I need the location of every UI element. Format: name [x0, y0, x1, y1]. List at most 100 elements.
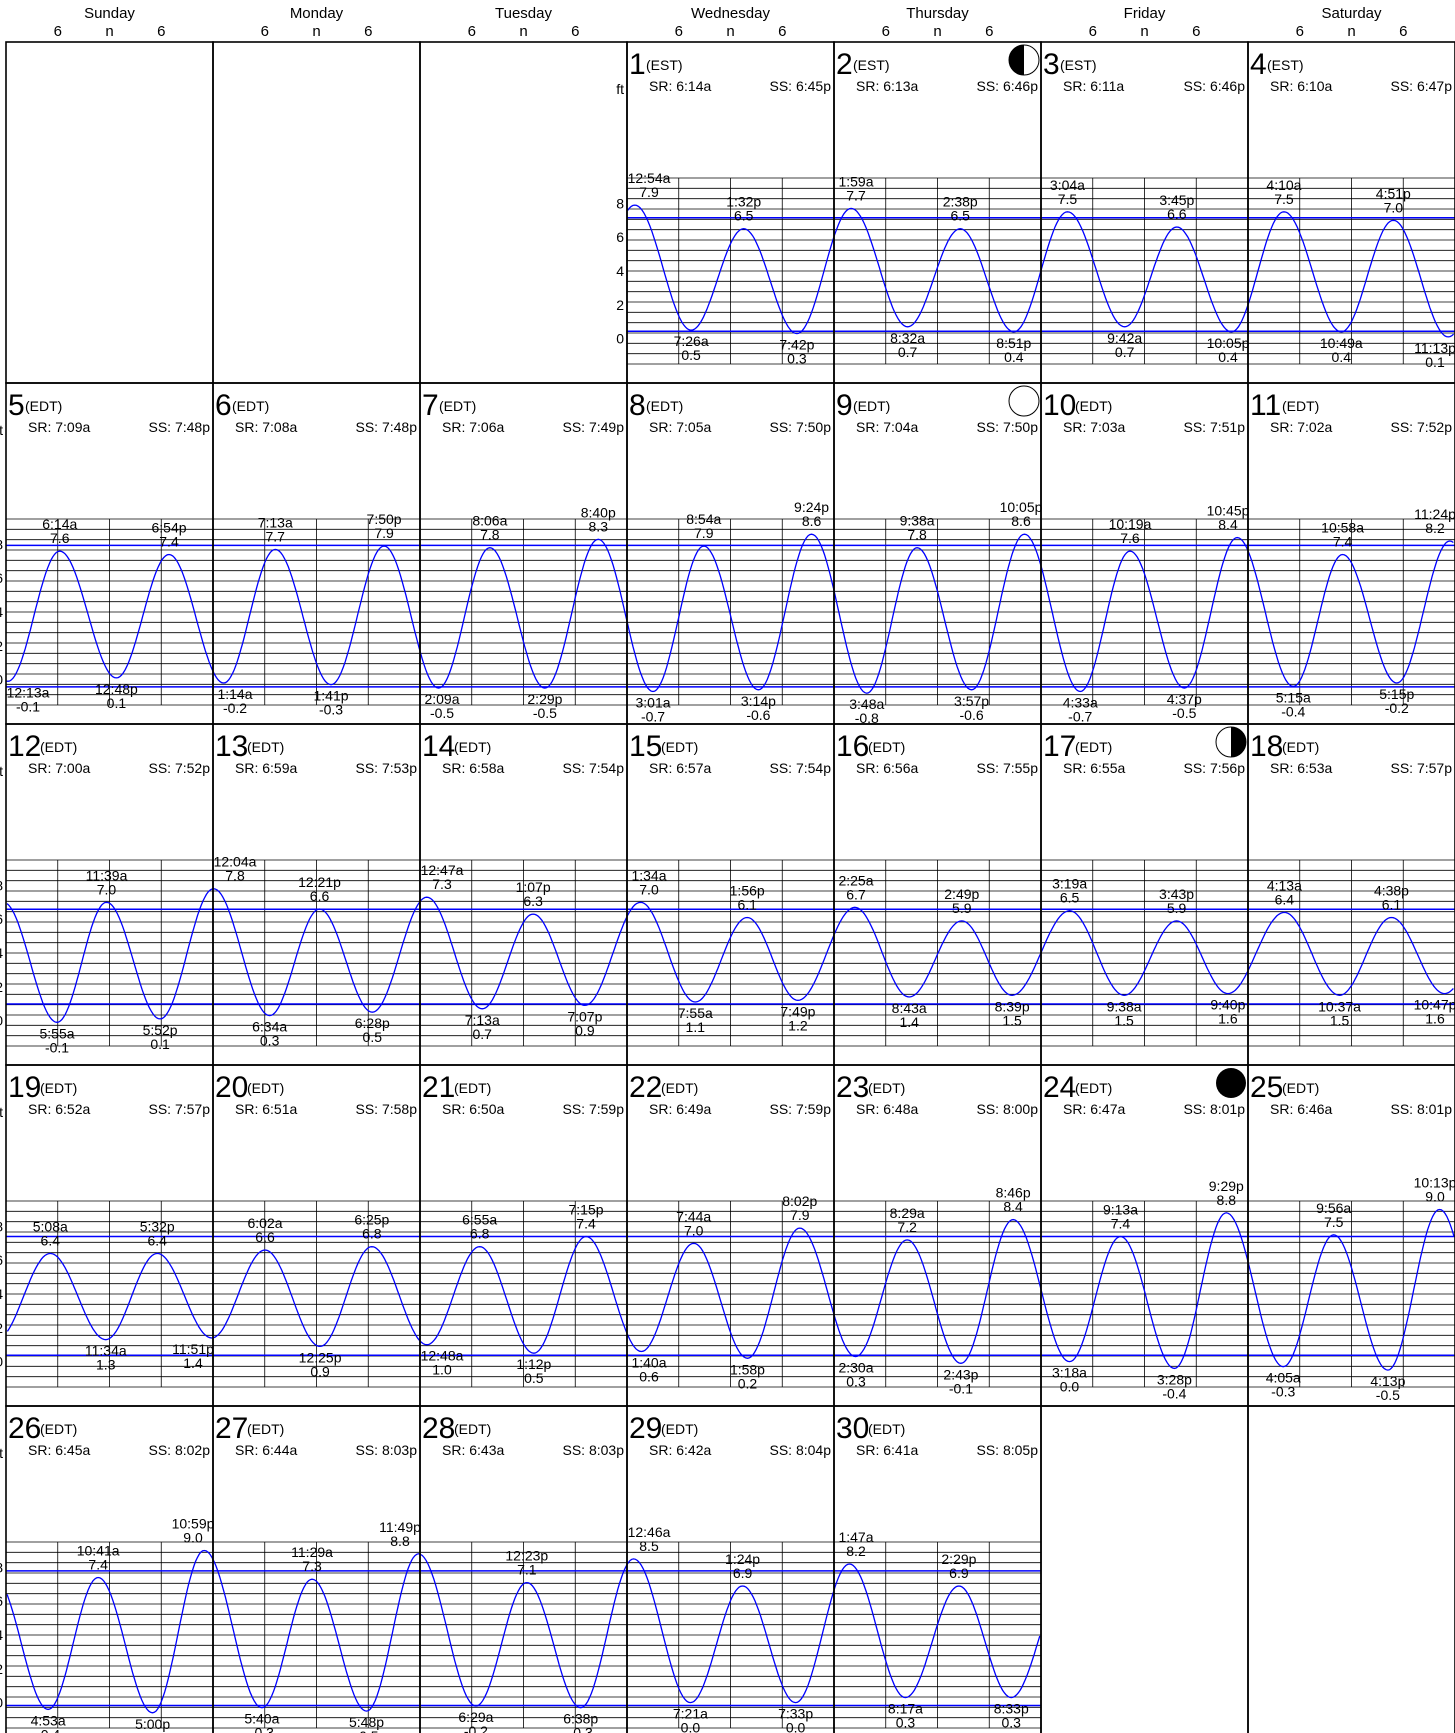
tide-time-label: 7:21a — [673, 1706, 708, 1722]
tz-label: (EDT) — [1282, 398, 1319, 414]
day-header-thursday: Thursday — [906, 5, 969, 22]
tz-label: (EDT) — [247, 1421, 284, 1437]
tide-time-label: 8:43a — [892, 1000, 927, 1016]
y-tick-label: 8 — [0, 536, 3, 552]
tz-label: (EDT) — [1075, 398, 1112, 414]
hour-tick-label: n — [726, 23, 734, 40]
day-header-wednesday: Wednesday — [691, 5, 770, 22]
tide-time-label: 7:33p — [778, 1706, 813, 1722]
tide-time-label: 8:29a — [890, 1205, 925, 1221]
tide-time-label: 1:40a — [631, 1354, 666, 1370]
tide-time-label: 12:21p — [298, 874, 341, 890]
tide-time-label: 3:04a — [1050, 177, 1085, 193]
tide-height-label: 7.5 — [1058, 191, 1078, 207]
tide-height-label: 7.6 — [50, 530, 70, 546]
tide-height-label: 0.3 — [896, 1715, 916, 1731]
sunset-label: SS: 7:59p — [770, 1101, 832, 1117]
tide-time-label: 12:54a — [628, 170, 671, 186]
tz-label: (EDT) — [1075, 1080, 1112, 1096]
tide-time-label: 11:39a — [86, 867, 128, 883]
tide-height-label: 7.6 — [1120, 530, 1140, 546]
tide-time-label: 6:02a — [248, 1215, 283, 1231]
tide-height-label: 0.3 — [787, 351, 807, 367]
sunset-label: SS: 7:58p — [356, 1101, 418, 1117]
sunset-label: SS: 7:48p — [356, 419, 418, 435]
sunrise-label: SR: 7:08a — [235, 419, 297, 435]
y-tick-label: 8 — [0, 1559, 3, 1575]
tide-time-label: 1:34a — [631, 867, 666, 883]
sunrise-label: SR: 6:13a — [856, 78, 918, 94]
unit-label: ft — [0, 763, 3, 779]
tide-height-label: 7.4 — [1333, 534, 1353, 550]
tide-height-label: 0.4 — [1332, 349, 1352, 365]
tide-height-label: 1.5 — [1114, 1012, 1134, 1028]
tide-time-label: 5:32p — [140, 1218, 175, 1234]
sunrise-label: SR: 6:51a — [235, 1101, 297, 1117]
tide-time-label: 7:42p — [779, 337, 814, 353]
sunrise-label: SR: 7:03a — [1063, 419, 1125, 435]
y-tick-label: 0 — [0, 1695, 3, 1711]
sunrise-label: SR: 7:06a — [442, 419, 504, 435]
tide-height-label: 6.5 — [950, 208, 970, 224]
tide-height-label: 6.5 — [734, 208, 754, 224]
tide-height-label: 6.4 — [41, 1232, 61, 1248]
hour-tick-label: 6 — [1089, 23, 1097, 40]
unit-label: ft — [0, 1104, 3, 1120]
tide-time-label: 1:32p — [726, 194, 761, 210]
tide-time-label: 9:24p — [794, 499, 829, 515]
tide-height-label: 0.3 — [260, 1033, 280, 1049]
tide-time-label: 12:46a — [628, 1524, 671, 1540]
y-tick-label: 2 — [0, 1320, 3, 1336]
sunrise-label: SR: 6:56a — [856, 760, 918, 776]
tide-time-label: 12:04a — [214, 854, 257, 870]
tide-time-label: 6:55a — [462, 1212, 497, 1228]
tide-time-label: 8:33p — [994, 1701, 1029, 1717]
tide-time-label: 8:17a — [888, 1701, 923, 1717]
tz-label: (EDT) — [247, 1080, 284, 1096]
day-number: 12 — [8, 730, 41, 763]
day-cell-border — [5, 41, 214, 384]
tide-time-label: 5:08a — [33, 1218, 68, 1234]
tz-label: (EDT) — [454, 1080, 491, 1096]
sunrise-label: SR: 6:59a — [235, 760, 297, 776]
day-number: 6 — [215, 389, 232, 422]
hour-tick-label: 6 — [1296, 23, 1304, 40]
y-tick-label: 8 — [0, 1218, 3, 1234]
y-tick-label: 6 — [0, 1252, 3, 1268]
day-number: 17 — [1043, 730, 1076, 763]
tide-height-label: -0.5 — [1376, 1387, 1400, 1403]
tide-height-label: -0.4 — [1281, 703, 1305, 719]
tide-height-label: 7.0 — [639, 881, 659, 897]
sunrise-label: SR: 6:11a — [1063, 78, 1124, 94]
sunset-label: SS: 8:01p — [1184, 1101, 1246, 1117]
day-header-friday: Friday — [1124, 5, 1166, 22]
tide-time-label: 7:44a — [676, 1208, 711, 1224]
sunset-label: SS: 7:50p — [977, 419, 1039, 435]
tide-height-label: -0.1 — [16, 698, 40, 714]
hour-tick-label: 6 — [54, 23, 62, 40]
tide-height-label: 7.0 — [684, 1222, 704, 1238]
day-number: 4 — [1250, 48, 1267, 81]
tide-time-label: 1:41p — [313, 688, 348, 704]
day-number: 14 — [422, 730, 455, 763]
tide-height-label: 1.0 — [432, 1362, 452, 1378]
tide-height-label: 7.0 — [97, 881, 117, 897]
tide-height-label: 0.0 — [681, 1720, 701, 1733]
moon-full-icon — [1008, 385, 1040, 417]
tide-height-label: 7.8 — [480, 527, 500, 543]
tide-time-label: 2:29p — [527, 691, 562, 707]
tide-time-label: 4:05a — [1266, 1370, 1301, 1386]
tide-height-label: -0.5 — [533, 705, 557, 721]
tide-height-label: 6.8 — [470, 1226, 490, 1242]
tide-height-label: 6.1 — [1382, 896, 1402, 912]
tide-height-label: 8.3 — [589, 518, 609, 534]
tide-time-label: 1:14a — [217, 686, 252, 702]
sunset-label: SS: 8:04p — [770, 1442, 832, 1458]
tide-height-label: 6.1 — [737, 896, 757, 912]
tz-label: (EDT) — [439, 398, 476, 414]
tide-height-label: 1.4 — [899, 1014, 919, 1030]
y-tick-label: 6 — [0, 1593, 3, 1609]
tide-height-label: 0.9 — [310, 1363, 330, 1379]
day-header-tuesday: Tuesday — [495, 5, 552, 22]
